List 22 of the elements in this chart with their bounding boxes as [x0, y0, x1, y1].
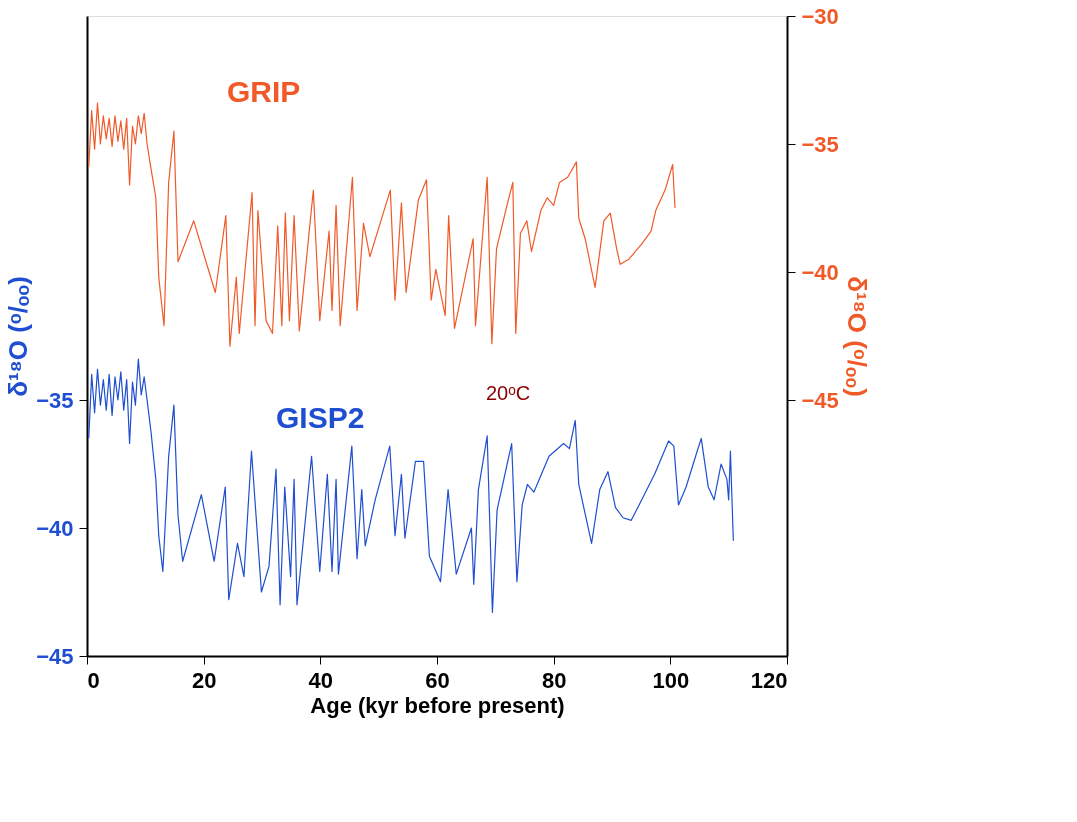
series-label: GISP2	[276, 401, 365, 435]
y2-tick-label: −30	[801, 3, 839, 29]
y2-tick-label: −45	[801, 387, 839, 413]
y2-tick-label: −35	[801, 131, 839, 157]
series-label: GRIP	[227, 74, 301, 108]
x-tick-label: 80	[541, 667, 567, 693]
y-tick-label: −35	[36, 387, 74, 413]
line-series	[88, 102, 676, 347]
x-tick-label: 100	[652, 667, 690, 693]
y2-axis-title: δ¹⁸O (ᵒ/ₒₒ)	[841, 276, 872, 397]
x-tick-label: 120	[750, 667, 788, 693]
line-series	[88, 358, 734, 614]
y-axis-title: δ¹⁸O (ᵒ/ₒₒ)	[3, 276, 34, 397]
x-tick-label: 40	[308, 667, 334, 693]
y-tick-label: −45	[36, 643, 74, 669]
y-tick-label: −40	[36, 515, 74, 541]
x-tick-label: 0	[87, 667, 100, 693]
x-tick-label: 20	[191, 667, 217, 693]
annotation: 20ᵒC	[486, 381, 531, 404]
y2-tick-label: −40	[801, 259, 839, 285]
x-axis-title: Age (kyr before present)	[310, 692, 565, 718]
x-tick-label: 60	[425, 667, 450, 693]
